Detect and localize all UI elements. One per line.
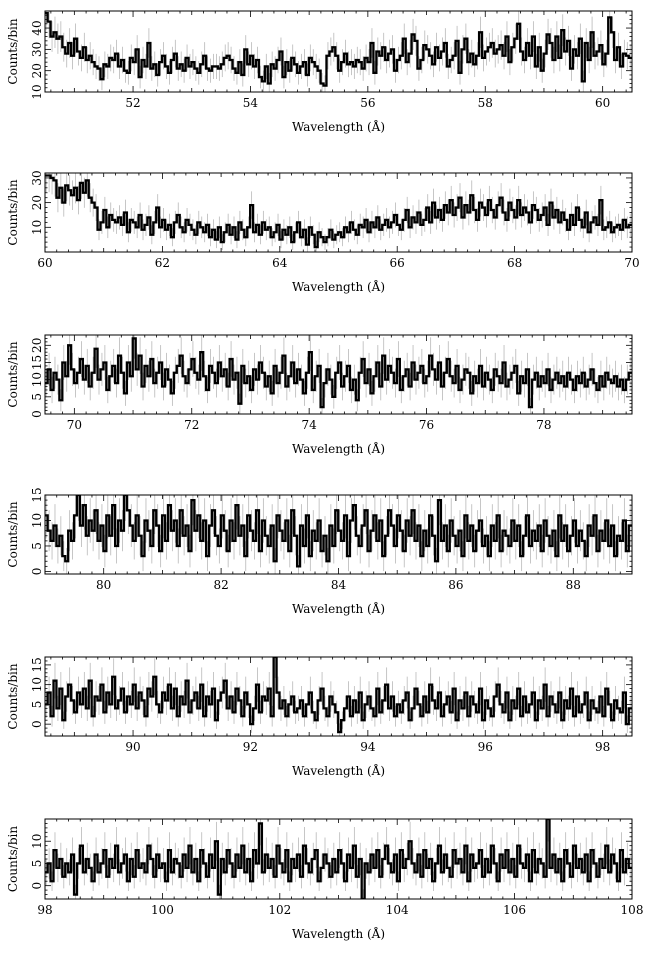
x-tick-label: 106: [503, 903, 526, 917]
x-tick-label: 70: [624, 256, 639, 270]
data-series: [45, 174, 632, 249]
plot-area: [45, 657, 632, 736]
x-tick-label: 94: [360, 740, 376, 754]
y-tick-label: 5: [30, 542, 44, 550]
x-tick-label: 68: [507, 256, 522, 270]
data-series: [45, 495, 632, 568]
y-tick-label: 15: [30, 657, 44, 672]
x-tick-label: 100: [151, 903, 174, 917]
x-tick-label: 74: [302, 418, 318, 432]
x-tick-label: 96: [478, 740, 493, 754]
plot-area: [45, 11, 632, 92]
x-tick-label: 60: [595, 96, 610, 110]
plot-frame: [44, 10, 633, 93]
data-series: [45, 337, 632, 409]
y-tick-label: 10: [30, 677, 44, 692]
x-tick-label: 92: [243, 740, 258, 754]
x-tick-label: 64: [272, 256, 288, 270]
chart-panel-1: 52 54 56 58 60 10 20 30 40 Wavelength (Å) Counts/b…: [6, 10, 633, 134]
y-tick-label: 0: [30, 568, 44, 576]
x-tick-label: 104: [386, 903, 409, 917]
x-tick-label: 76: [419, 418, 434, 432]
y-tick-label: 5: [30, 860, 44, 868]
x-tick-label: 66: [390, 256, 405, 270]
x-tick-label: 108: [621, 903, 644, 917]
chart-panel-2: 60 62 64 66 68 70 10 20 30 Wavelength (Å) Counts/b…: [6, 170, 640, 294]
x-axis-label: Wavelength (Å): [292, 763, 385, 778]
chart-panel-3: 70 72 74 76 78 0 5 10 15 20 Wavelength (Å) Counts/b…: [6, 334, 633, 456]
x-tick-label: 56: [360, 96, 375, 110]
y-tick-label: 0: [30, 410, 44, 418]
y-axis-label: Counts/bin: [6, 501, 20, 567]
y-axis-label: Counts/bin: [6, 663, 20, 729]
chart-panel-5: 90 92 94 96 98 0 5 10 15 Wavelength (Å) Counts/bin: [6, 656, 633, 778]
x-tick-label: 102: [268, 903, 291, 917]
chart-panel-4: 80 82 84 86 88 0 5 10 15 Wavelength (Å) Counts/bin: [6, 487, 633, 616]
y-tick-label: 5: [30, 701, 44, 709]
y-axis-label: Counts/bin: [6, 18, 20, 84]
x-tick-label: 58: [478, 96, 493, 110]
x-axis-label: Wavelength (Å): [292, 601, 385, 616]
plot-area: [45, 819, 632, 899]
plot-area: [45, 495, 632, 574]
chart-panel-6: 98 100 102 104 106 108 0 5 10 Wavelength (Å) Count…: [6, 818, 644, 941]
y-tick-label: 20: [30, 195, 44, 210]
x-tick-label: 90: [125, 740, 140, 754]
y-tick-label: 40: [30, 20, 44, 35]
y-tick-label: 20: [30, 338, 44, 353]
y-tick-label: 10: [30, 513, 44, 528]
x-tick-label: 80: [96, 578, 111, 592]
x-tick-label: 98: [595, 740, 610, 754]
x-tick-label: 54: [243, 96, 259, 110]
x-tick-label: 72: [184, 418, 199, 432]
plot-area: [45, 335, 632, 414]
x-tick-label: 84: [331, 578, 347, 592]
y-tick-label: 30: [30, 42, 44, 57]
data-series: [45, 657, 632, 734]
x-tick-label: 82: [213, 578, 228, 592]
x-tick-label: 70: [67, 418, 82, 432]
plot-area: [45, 173, 632, 252]
data-series: [45, 11, 632, 87]
y-axis-label: Counts/bin: [6, 341, 20, 407]
x-tick-label: 62: [155, 256, 170, 270]
x-tick-label: 88: [566, 578, 581, 592]
x-tick-label: 60: [37, 256, 52, 270]
y-tick-label: 5: [30, 393, 44, 401]
x-axis-label: Wavelength (Å): [292, 119, 385, 134]
y-axis-label: Counts/bin: [6, 179, 20, 245]
y-tick-label: 10: [30, 372, 44, 387]
x-tick-label: 78: [536, 418, 551, 432]
y-tick-label: 15: [30, 487, 44, 502]
y-tick-label: 20: [30, 63, 44, 78]
x-tick-label: 86: [448, 578, 463, 592]
plot-frame: [44, 334, 633, 415]
x-tick-label: 98: [37, 903, 52, 917]
x-axis-label: Wavelength (Å): [292, 441, 385, 456]
x-axis-label: Wavelength (Å): [292, 279, 385, 294]
y-tick-label: 10: [30, 220, 44, 235]
y-axis-label: Counts/bin: [6, 826, 20, 892]
y-tick-label: 10: [30, 834, 44, 849]
x-axis-label: Wavelength (Å): [292, 926, 385, 941]
y-tick-label: 0: [30, 882, 44, 890]
y-tick-label: 30: [30, 170, 44, 185]
x-tick-label: 52: [125, 96, 140, 110]
y-tick-label: 0: [30, 720, 44, 728]
data-series: [45, 819, 632, 899]
y-tick-label: 15: [30, 355, 44, 370]
y-tick-label: 10: [30, 84, 44, 99]
